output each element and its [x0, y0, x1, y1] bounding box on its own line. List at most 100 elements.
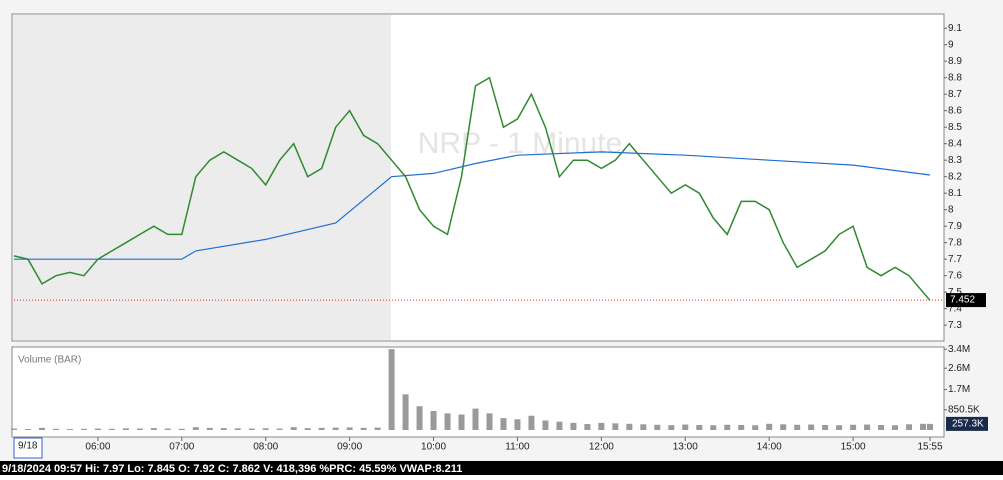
volume-bar [682, 424, 689, 430]
price-line [13, 76, 931, 301]
premarket-shade [13, 15, 391, 340]
y-tick-label: 9.1 [948, 23, 962, 34]
volume-bar [500, 418, 507, 430]
watermark: NRP - 1 Minute [418, 127, 623, 160]
x-tick-label: 10:00 [421, 442, 446, 453]
date-box [13, 437, 43, 459]
volume-bar [640, 424, 647, 430]
x-tick-label: 13:00 [673, 442, 698, 453]
y-tick-label: 9 [948, 39, 954, 50]
volume-bar [360, 427, 367, 430]
y-tick-label: 3.4M [948, 344, 970, 355]
y-tick-label: 2.6M [948, 363, 970, 374]
y-tick-label: 7.7 [948, 254, 962, 265]
volume-bar [150, 428, 157, 430]
volume-bar [836, 425, 843, 430]
last-price-label: 7.452 [950, 295, 975, 306]
volume-bar [696, 425, 703, 430]
volume-bar [136, 428, 143, 430]
volume-bar [458, 414, 465, 430]
y-tick-label: 7.9 [948, 221, 962, 232]
volume-bar [822, 425, 829, 430]
volume-bar [178, 428, 185, 430]
volume-bar [528, 415, 535, 430]
volume-bar [710, 425, 717, 430]
volume-bar [570, 422, 577, 430]
volume-bar [304, 428, 311, 430]
y-tick-label: 8 [948, 204, 954, 215]
volume-bar [318, 427, 325, 430]
status-bar [0, 461, 1003, 475]
x-tick-label: 07:00 [169, 442, 194, 453]
volume-title: Volume (BAR) [18, 355, 81, 366]
volume-bar [584, 424, 591, 430]
y-tick-label: 7.4 [948, 303, 962, 314]
volume-bar [752, 425, 759, 430]
volume-bar [808, 424, 815, 430]
x-tick-label: 14:00 [757, 442, 782, 453]
volume-bar [780, 424, 787, 430]
volume-bar [906, 424, 913, 430]
volume-bar [164, 428, 171, 430]
volume-bar [864, 424, 871, 430]
volume-bar [248, 428, 255, 430]
x-tick-label: 09:00 [337, 442, 362, 453]
x-tick-label: 12:00 [589, 442, 614, 453]
x-tick-label: 15:55 [917, 442, 942, 453]
volume-bar [122, 428, 129, 430]
volume-bar [654, 424, 661, 430]
volume-bar [346, 427, 353, 430]
volume-bar [234, 428, 241, 430]
x-tick-label: 06:00 [85, 442, 110, 453]
y-tick-label: 7.8 [948, 237, 962, 248]
x-tick-label: 11:00 [505, 442, 530, 453]
volume-bar [920, 423, 927, 430]
volume-bar [542, 420, 549, 430]
volume-bar [206, 427, 213, 430]
volume-bar [388, 349, 395, 430]
volume-bar [262, 428, 269, 430]
volume-bar [38, 427, 45, 430]
x-tick-label: 08:00 [253, 442, 278, 453]
volume-bar [850, 424, 857, 430]
volume-bar [472, 408, 479, 430]
volume-bar [668, 425, 675, 430]
volume-bar [220, 428, 227, 430]
y-tick-label: 8.1 [948, 188, 962, 199]
volume-bar [290, 427, 297, 430]
y-tick-label: 1.7M [948, 384, 970, 395]
volume-bar [416, 406, 423, 430]
y-tick-label: 8.4 [948, 138, 962, 149]
volume-bar [444, 413, 451, 430]
volume-bar [66, 429, 73, 430]
last-volume-label: 257.3K [952, 419, 984, 430]
volume-bar [626, 423, 633, 430]
volume-bar [11, 428, 17, 430]
volume-bar [94, 428, 101, 430]
volume-bar [52, 428, 59, 430]
volume-bar [108, 428, 115, 430]
y-tick-label: 8.3 [948, 155, 962, 166]
last-price-box [946, 293, 986, 308]
volume-bar [598, 422, 605, 430]
volume-bar [612, 423, 619, 430]
volume-bar [514, 419, 521, 430]
price-line [14, 151, 931, 260]
volume-bar [402, 394, 409, 430]
y-tick-label: 7.6 [948, 270, 962, 281]
volume-bar [892, 425, 899, 430]
volume-bar [766, 423, 773, 430]
volume-bar [724, 424, 731, 430]
y-tick-label: 850.5K [948, 404, 980, 415]
volume-bar [556, 421, 563, 430]
x-tick-label: 15:00 [841, 442, 866, 453]
status-text: 9/18/2024 09:57 Hi: 7.97 Lo: 7.845 O: 7.… [2, 463, 462, 475]
volume-bar [430, 410, 437, 430]
volume-bar [794, 424, 801, 430]
volume-bar [374, 427, 381, 430]
volume-bar [192, 427, 199, 430]
y-tick-label: 8.7 [948, 89, 962, 100]
y-tick-label: 8.6 [948, 105, 962, 116]
volume-bar [332, 427, 339, 430]
last-volume-box [946, 416, 988, 431]
